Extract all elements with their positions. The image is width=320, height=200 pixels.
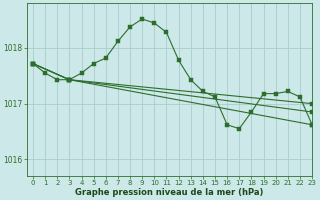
X-axis label: Graphe pression niveau de la mer (hPa): Graphe pression niveau de la mer (hPa) xyxy=(75,188,264,197)
